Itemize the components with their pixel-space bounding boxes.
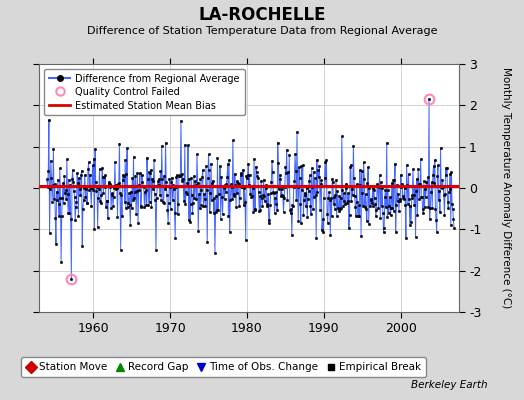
Legend: Station Move, Record Gap, Time of Obs. Change, Empirical Break: Station Move, Record Gap, Time of Obs. C… [21,357,427,378]
Text: Difference of Station Temperature Data from Regional Average: Difference of Station Temperature Data f… [87,26,437,36]
Text: Berkeley Earth: Berkeley Earth [411,380,487,390]
Y-axis label: Monthly Temperature Anomaly Difference (°C): Monthly Temperature Anomaly Difference (… [501,67,511,309]
Text: LA-ROCHELLE: LA-ROCHELLE [198,6,326,24]
